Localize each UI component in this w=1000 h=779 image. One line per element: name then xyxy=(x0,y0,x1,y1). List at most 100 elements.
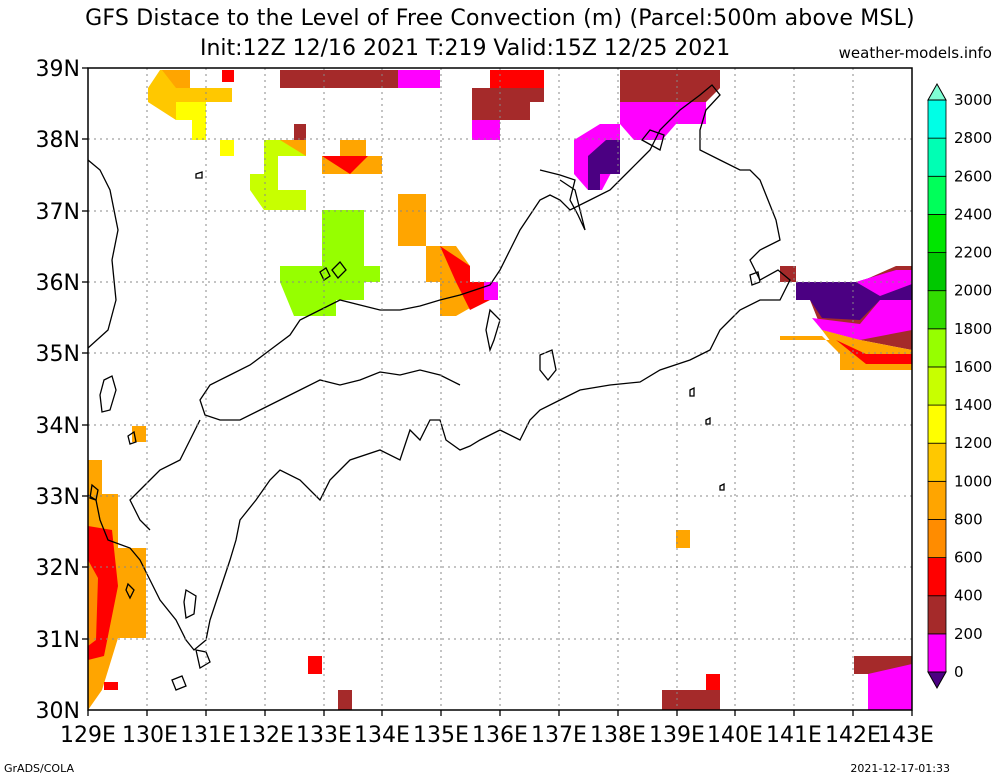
lon-label: 143E xyxy=(878,723,934,748)
lon-label: 130E xyxy=(122,723,178,748)
colorbar-segment xyxy=(927,213,947,253)
awaji-island xyxy=(485,308,501,353)
gridlines xyxy=(88,68,912,710)
colorbar-label: 1200 xyxy=(954,434,992,452)
colorbar-label: 400 xyxy=(954,587,983,605)
colorbar-label: 2000 xyxy=(954,282,992,300)
oki-island-2 xyxy=(319,267,331,281)
colorbar-label: 1000 xyxy=(954,472,992,490)
sado-island xyxy=(641,129,665,151)
colorbar-segment xyxy=(927,137,947,177)
field-patch xyxy=(294,124,306,140)
lat-label: 32N xyxy=(36,556,80,581)
field-patch xyxy=(250,140,306,210)
field-patch xyxy=(308,656,322,674)
field-patch xyxy=(706,674,720,690)
colorbar-label: 2800 xyxy=(954,129,992,147)
colorbar-above-arrow xyxy=(927,82,947,101)
field-patch xyxy=(856,270,912,296)
izu-peninsula xyxy=(539,349,557,382)
field-patch xyxy=(588,140,620,190)
lon-label: 138E xyxy=(590,723,646,748)
field-patch xyxy=(484,282,498,300)
footer-software: GrADS/COLA xyxy=(4,762,74,775)
lon-label: 142E xyxy=(825,723,881,748)
field-patch xyxy=(148,70,232,120)
colorbar-segment xyxy=(927,442,947,482)
oki-island xyxy=(331,261,347,279)
lon-label: 129E xyxy=(60,723,116,748)
field-patch xyxy=(88,560,98,646)
colorbar-segment xyxy=(927,557,947,597)
lon-label: 132E xyxy=(238,723,294,748)
field-patch xyxy=(280,70,398,88)
colorbar-segment xyxy=(927,633,947,673)
field-patch xyxy=(280,140,306,156)
colorbar-segment xyxy=(927,175,947,215)
field-patch xyxy=(280,210,380,316)
colorbar-segment xyxy=(927,519,947,559)
lat-label: 35N xyxy=(36,342,80,367)
field-patch xyxy=(490,70,544,88)
colorbar-label: 600 xyxy=(954,549,983,567)
tanegashima-island xyxy=(195,649,211,670)
lfc-field xyxy=(88,70,912,710)
field-patch xyxy=(398,194,426,246)
colorbar-label: 2600 xyxy=(954,167,992,185)
lon-label: 136E xyxy=(472,723,528,748)
lat-label: 37N xyxy=(36,200,80,225)
lon-label: 133E xyxy=(296,723,352,748)
goto-island xyxy=(89,483,99,501)
kyushu-north-coast xyxy=(129,419,201,531)
field-patch xyxy=(322,156,368,174)
colorbar-label: 1800 xyxy=(954,320,992,338)
colorbar-label: 2400 xyxy=(954,205,992,223)
colorbar-label: 1600 xyxy=(954,358,992,376)
hachijo-island xyxy=(719,482,725,491)
field-patch xyxy=(456,282,490,310)
colorbar-segment xyxy=(927,290,947,330)
colorbar-segment xyxy=(927,404,947,444)
boso-point xyxy=(749,271,761,286)
field-patch xyxy=(676,530,690,548)
footer-timestamp: 2021-12-17-01:33 xyxy=(850,762,950,775)
amakusa-island xyxy=(125,582,135,600)
lat-label: 30N xyxy=(36,699,80,724)
yakushima-island xyxy=(171,675,187,691)
ulleung-island xyxy=(195,171,203,179)
field-patch xyxy=(398,70,440,88)
field-patch xyxy=(338,690,352,710)
lat-label: 34N xyxy=(36,414,80,439)
lat-label: 39N xyxy=(36,57,80,82)
colorbar-label: 800 xyxy=(954,510,983,528)
lat-label: 36N xyxy=(36,271,80,296)
colorbar-label: 200 xyxy=(954,625,983,643)
colorbar-label: 3000 xyxy=(954,91,992,109)
koshiki-island xyxy=(183,588,197,619)
noto-coast xyxy=(539,169,586,231)
izu-islands-2 xyxy=(705,416,711,425)
tick-marks xyxy=(82,67,913,716)
lat-labels: 30N 31N 32N 33N 34N 35N 36N 37N 38N 39N xyxy=(36,57,80,724)
field-patch xyxy=(868,664,912,710)
map-title: GFS Distace to the Level of Free Convect… xyxy=(85,6,915,31)
lon-label: 131E xyxy=(180,723,236,748)
lon-label: 140E xyxy=(707,723,763,748)
field-patch xyxy=(162,70,190,88)
lon-label: 134E xyxy=(354,723,410,748)
field-patch xyxy=(340,140,366,156)
izu-islands xyxy=(689,386,695,397)
japan-coastline xyxy=(88,84,791,651)
colorbar-segment xyxy=(927,480,947,520)
field-patch xyxy=(222,70,234,82)
field-patch xyxy=(440,246,470,282)
colorbar-segment xyxy=(927,366,947,406)
lat-label: 31N xyxy=(36,628,80,653)
colorbar-segment xyxy=(927,595,947,635)
colorbar-label: 2200 xyxy=(954,244,992,262)
map-subtitle: Init:12Z 12/16 2021 T:219 Valid:15Z 12/2… xyxy=(200,36,731,61)
colorbar-below-arrow xyxy=(927,671,947,690)
lat-label: 38N xyxy=(36,128,80,153)
iki-island xyxy=(127,430,137,445)
